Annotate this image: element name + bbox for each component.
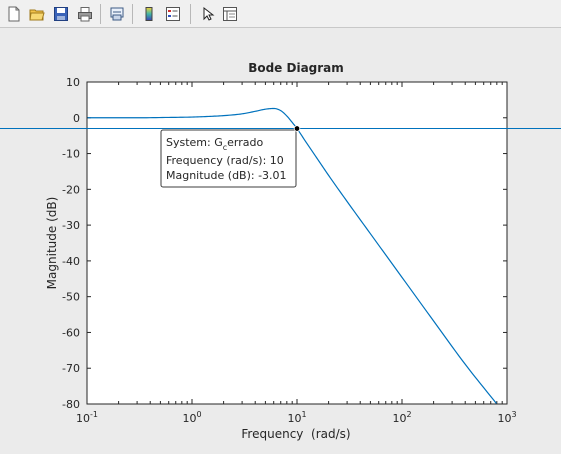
new-figure-icon <box>6 6 22 22</box>
y-tick-label: -60 <box>62 326 80 339</box>
property-inspector-button[interactable] <box>219 3 240 24</box>
x-tick-label: 10-1 <box>76 410 98 425</box>
save-icon <box>53 6 69 22</box>
edit-plot-button[interactable] <box>196 3 217 24</box>
insert-legend-button[interactable] <box>162 3 183 24</box>
link-axes-icon <box>109 6 125 22</box>
print-icon <box>77 6 93 22</box>
y-tick-label: 10 <box>66 76 80 89</box>
x-tick-label: 100 <box>182 410 201 425</box>
y-tick-label: 0 <box>73 112 80 125</box>
y-axis-label: Magnitude (dB) <box>45 197 59 290</box>
insert-colorbar-button[interactable] <box>138 3 159 24</box>
insert-legend-icon <box>165 6 181 22</box>
open-file-button[interactable] <box>26 3 47 24</box>
datatip-marker[interactable] <box>294 126 300 132</box>
open-file-icon <box>29 6 45 22</box>
y-tick-label: -30 <box>62 219 80 232</box>
y-tick-label: -80 <box>62 398 80 411</box>
datatip-magnitude: Magnitude (dB): -3.01 <box>166 169 287 182</box>
y-tick-label: -10 <box>62 148 80 161</box>
chart-title: Bode Diagram <box>248 61 344 75</box>
toolbar-separator <box>132 4 133 24</box>
x-tick-label: 103 <box>497 410 516 425</box>
y-tick-label: -70 <box>62 362 80 375</box>
y-tick-label: -20 <box>62 183 80 196</box>
toolbar-separator <box>100 4 101 24</box>
datatip[interactable]: System: Gcerrado Frequency (rad/s): 10 M… <box>161 130 296 187</box>
y-tick-label: -50 <box>62 291 80 304</box>
x-tick-label: 102 <box>392 410 411 425</box>
datatip-frequency: Frequency (rad/s): 10 <box>166 154 284 167</box>
toolbar-separator <box>190 4 191 24</box>
save-button[interactable] <box>50 3 71 24</box>
edit-plot-cursor-icon <box>199 6 215 22</box>
figure-canvas: Bode Diagram Frequency (rad/s) Magnitude… <box>0 28 561 450</box>
insert-colorbar-icon <box>141 6 157 22</box>
link-axes-button[interactable] <box>106 3 127 24</box>
x-axis-label: Frequency (rad/s) <box>241 427 350 441</box>
x-tick-label: 101 <box>287 410 306 425</box>
property-inspector-icon <box>222 6 238 22</box>
print-button[interactable] <box>74 3 95 24</box>
bode-chart[interactable]: Bode Diagram Frequency (rad/s) Magnitude… <box>0 28 561 450</box>
y-tick-label: -40 <box>62 255 80 268</box>
new-figure-button[interactable] <box>3 3 24 24</box>
figure-toolbar <box>0 0 561 28</box>
